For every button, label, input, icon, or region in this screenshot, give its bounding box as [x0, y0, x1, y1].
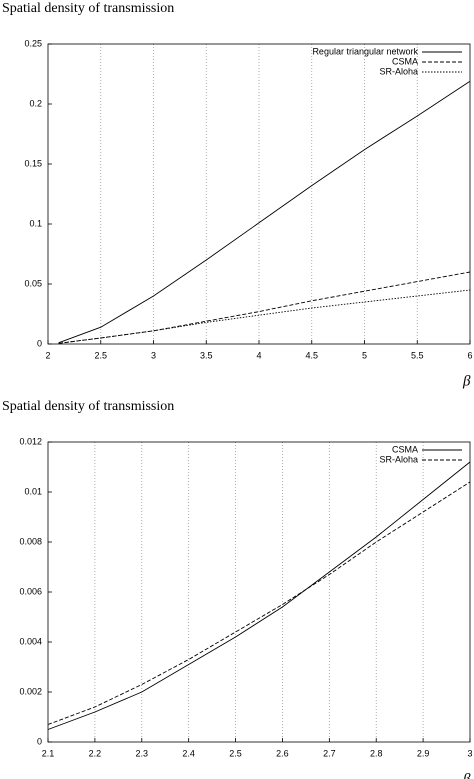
y-tick-label: 0.05 [24, 278, 42, 288]
x-tick-label: 4 [256, 350, 261, 360]
x-tick-label: 5.5 [411, 350, 424, 360]
legend-label: Regular triangular network [312, 46, 418, 56]
legend-label: CSMA [392, 56, 418, 66]
x-tick-label: 2.1 [42, 748, 55, 758]
plot-frame [47, 441, 471, 743]
x-tick-label: 3 [151, 350, 156, 360]
x-tick-label: 3 [467, 748, 472, 758]
y-tick-label: 0.008 [19, 536, 42, 546]
x-axis-label: β [462, 373, 471, 389]
x-tick-label: 2.2 [89, 748, 102, 758]
x-tick-label: 2 [45, 350, 50, 360]
legend-label: SR-Aloha [379, 66, 418, 76]
plot-frame [47, 43, 471, 345]
x-tick-label: 2.8 [370, 748, 383, 758]
series-line [47, 461, 471, 730]
x-tick-label: 2.4 [182, 748, 195, 758]
x-tick-label: 2.5 [229, 748, 242, 758]
y-tick-label: 0.004 [19, 636, 42, 646]
y-tick-label: 0 [37, 736, 42, 746]
y-tick-label: 0.2 [29, 98, 42, 108]
x-tick-label: 3.5 [200, 350, 213, 360]
x-axis-label: β [462, 771, 471, 779]
x-tick-label: 2.3 [136, 748, 149, 758]
legend-label: CSMA [392, 444, 418, 454]
x-tick-label: 5 [362, 350, 367, 360]
x-tick-label: 6 [467, 350, 472, 360]
y-tick-label: 0.01 [24, 486, 42, 496]
x-tick-label: 2.7 [323, 748, 336, 758]
y-tick-label: 0.15 [24, 158, 42, 168]
y-tick-label: 0.25 [24, 38, 42, 48]
series-line [58, 289, 471, 344]
x-tick-label: 4.5 [305, 350, 318, 360]
x-tick-label: 2.9 [417, 748, 430, 758]
legend-label: SR-Aloha [379, 454, 418, 464]
y-tick-label: 0.002 [19, 686, 42, 696]
chart-title: Spatial density of transmission [2, 1, 174, 16]
y-tick-label: 0 [37, 338, 42, 348]
y-tick-label: 0.1 [29, 218, 42, 228]
x-tick-label: 2.6 [276, 748, 289, 758]
series-line [58, 80, 471, 344]
series-line [47, 481, 471, 725]
x-tick-label: 2.5 [94, 350, 107, 360]
y-tick-label: 0.012 [19, 436, 42, 446]
chart-title: Spatial density of transmission [2, 399, 174, 414]
y-tick-label: 0.006 [19, 586, 42, 596]
series-line [58, 271, 471, 344]
